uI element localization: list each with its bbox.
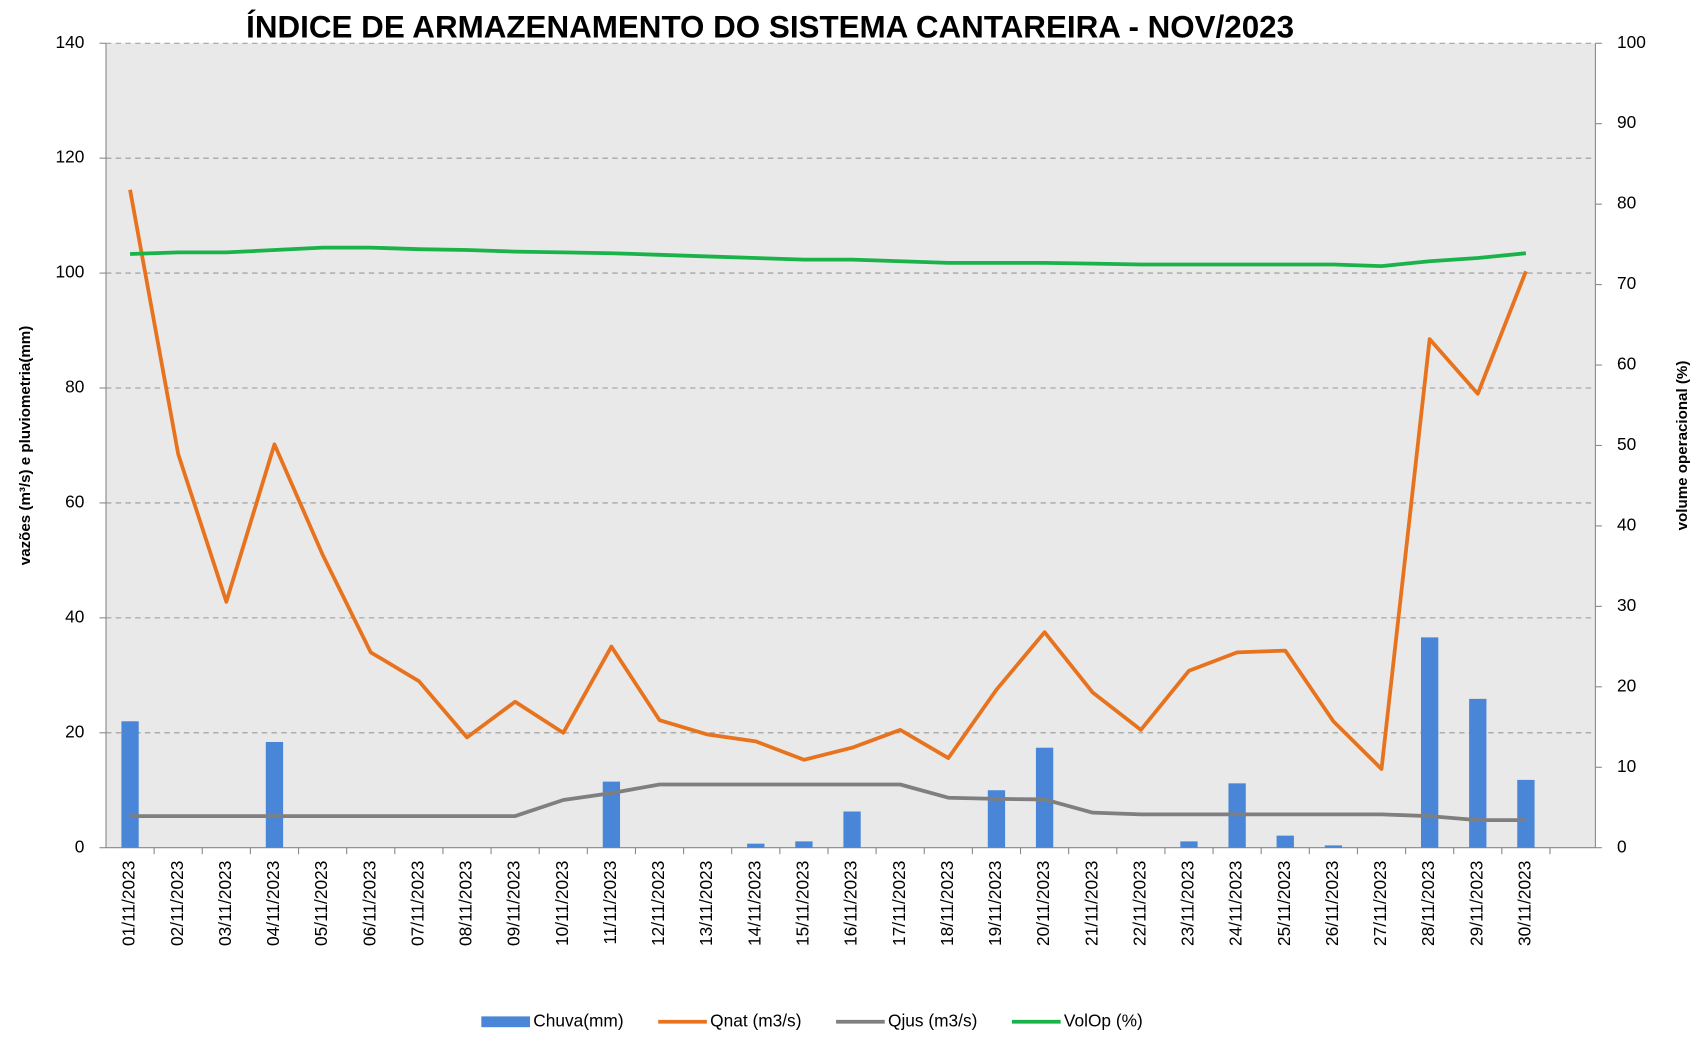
- y2-tick-label: 80: [1617, 193, 1636, 213]
- y-tick-label: 140: [56, 32, 85, 52]
- y2-tick-label: 60: [1617, 354, 1636, 374]
- line-series: [128, 189, 1528, 771]
- bar: [1324, 845, 1343, 848]
- bar: [1517, 779, 1535, 848]
- y2-axis-label: volume operacional (%): [1674, 361, 1691, 531]
- bar: [843, 811, 861, 848]
- x-tick-label: 22/11/2023: [1129, 861, 1149, 946]
- x-tick-label: 27/11/2023: [1370, 861, 1390, 946]
- x-tick-label: 23/11/2023: [1178, 861, 1198, 946]
- y-tick-label: 80: [65, 377, 84, 397]
- chart-title: ÍNDICE DE ARMAZENAMENTO DO SISTEMA CANTA…: [246, 9, 1294, 44]
- y-tick-label: 0: [75, 836, 85, 856]
- y2-tick-label: 30: [1617, 595, 1636, 615]
- legend-label: VolOp (%): [1064, 1010, 1143, 1030]
- bar: [602, 781, 621, 848]
- x-tick-label: 18/11/2023: [937, 861, 957, 946]
- y-tick-label: 60: [65, 492, 84, 512]
- x-tick-label: 24/11/2023: [1226, 861, 1246, 946]
- x-tick-label: 11/11/2023: [600, 861, 620, 945]
- bar: [1420, 637, 1439, 848]
- y2-tick-label: 90: [1617, 112, 1636, 132]
- legend-label: Chuva(mm): [533, 1010, 623, 1030]
- x-tick-label: 13/11/2023: [696, 861, 716, 946]
- bar: [747, 843, 765, 848]
- x-tick-label: 26/11/2023: [1322, 861, 1342, 946]
- y2-tick-label: 100: [1617, 32, 1646, 52]
- x-tick-label: 08/11/2023: [456, 861, 476, 946]
- legend-label: Qjus (m3/s): [888, 1010, 977, 1030]
- x-tick-label: 05/11/2023: [311, 861, 331, 946]
- bar: [121, 721, 139, 848]
- x-tick-label: 16/11/2023: [841, 861, 861, 946]
- x-tick-label: 25/11/2023: [1274, 861, 1294, 946]
- x-tick-label: 28/11/2023: [1418, 861, 1438, 946]
- y-axis-label: vazões (m³/s) e pluviometria(mm): [17, 326, 34, 566]
- y2-tick-label: 10: [1617, 756, 1636, 776]
- line-series: [130, 782, 1526, 823]
- x-tick-label: 09/11/2023: [504, 861, 524, 946]
- x-tick-label: 19/11/2023: [985, 861, 1005, 946]
- x-tick-label: 07/11/2023: [407, 861, 427, 946]
- bar: [1276, 835, 1294, 848]
- x-tick-label: 12/11/2023: [648, 861, 668, 946]
- x-tick-label: 15/11/2023: [792, 861, 812, 946]
- y2-tick-label: 20: [1617, 675, 1636, 695]
- y-tick-label: 100: [56, 262, 85, 282]
- legend-swatch: [481, 1016, 530, 1028]
- x-tick-label: 04/11/2023: [263, 861, 283, 946]
- line-series: [130, 245, 1527, 268]
- bar: [1180, 841, 1198, 848]
- y2-tick-label: 0: [1617, 836, 1627, 856]
- y-tick-label: 120: [56, 147, 85, 167]
- x-tick-label: 30/11/2023: [1514, 861, 1534, 946]
- bar: [795, 841, 813, 848]
- x-tick-label: 02/11/2023: [167, 861, 187, 946]
- y2-tick-label: 70: [1617, 273, 1636, 293]
- y2-tick-label: 40: [1617, 514, 1636, 534]
- x-tick-label: 20/11/2023: [1033, 861, 1053, 946]
- bar: [1469, 698, 1487, 848]
- y-tick-label: 40: [65, 606, 84, 626]
- x-tick-label: 21/11/2023: [1081, 861, 1101, 946]
- x-tick-label: 17/11/2023: [889, 861, 909, 946]
- x-tick-label: 03/11/2023: [215, 861, 235, 946]
- x-tick-label: 14/11/2023: [744, 861, 764, 946]
- x-tick-label: 06/11/2023: [359, 861, 379, 946]
- x-tick-label: 10/11/2023: [552, 861, 572, 946]
- bar: [987, 790, 1006, 848]
- x-tick-label: 01/11/2023: [119, 861, 139, 946]
- legend-label: Qnat (m3/s): [710, 1010, 801, 1030]
- y2-tick-label: 50: [1617, 434, 1636, 454]
- plot-area: [106, 43, 1596, 848]
- x-tick-label: 29/11/2023: [1466, 861, 1486, 946]
- bar: [265, 741, 284, 848]
- y-tick-label: 20: [65, 721, 84, 741]
